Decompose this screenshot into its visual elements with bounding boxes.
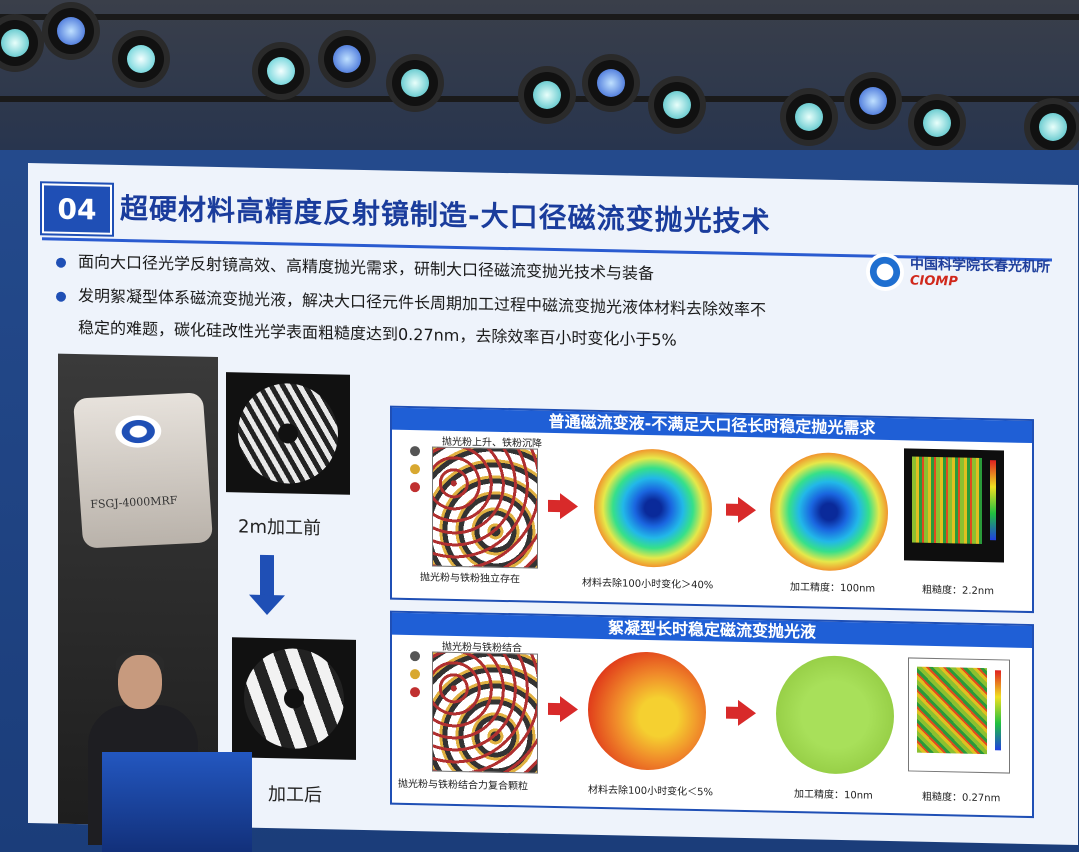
panel-flocculent-fluid: 絮凝型长时稳定磁流变抛光液 抛光粉与铁粉结合 抛光粉与铁粉结合力复合颗粒 材料去… bbox=[390, 610, 1034, 819]
surface-map-before bbox=[594, 447, 712, 569]
ciomp-logo-icon bbox=[866, 252, 904, 292]
stage-light bbox=[850, 78, 896, 124]
legend-dot bbox=[410, 446, 420, 457]
legend-dot bbox=[410, 651, 420, 662]
stage-light bbox=[258, 48, 304, 94]
bullet-dot-icon bbox=[56, 257, 66, 268]
stage-light bbox=[118, 36, 164, 82]
stage-light bbox=[786, 94, 832, 140]
stage-light bbox=[392, 60, 438, 106]
machine-logo-icon bbox=[114, 414, 163, 449]
panel-ordinary-fluid: 普通磁流变液-不满足大口径长时稳定抛光需求 抛光粉上升、铁粉沉降 抛光粉与铁粉独… bbox=[390, 405, 1034, 614]
bullet-text: 面向大口径光学反射镜高效、高精度抛光需求，研制大口径磁流变抛光技术与装备 bbox=[78, 252, 655, 284]
legend-dot bbox=[410, 669, 420, 680]
bullet-text: 发明絮凝型体系磁流变抛光液，解决大口径元件长周期加工过程中磁流变抛光液体材料去除… bbox=[78, 286, 767, 320]
mrf-machine: FSGJ-4000MRF bbox=[72, 392, 214, 549]
color-scale-bar bbox=[995, 670, 1001, 751]
logo-en-text: CIOMP bbox=[910, 273, 958, 290]
arrow-right-icon bbox=[738, 699, 756, 727]
roughness-texture bbox=[912, 456, 982, 544]
surface-map-after bbox=[776, 654, 894, 776]
stage-light bbox=[0, 20, 38, 66]
stage-light bbox=[914, 100, 960, 146]
removal-change: 材料去除100小时变化＜5% bbox=[588, 784, 713, 799]
particle-diagram bbox=[432, 446, 538, 569]
stage-light bbox=[654, 82, 700, 128]
legend-dot bbox=[410, 464, 420, 475]
stage-light bbox=[324, 36, 370, 82]
roughness-map bbox=[908, 657, 1010, 774]
machine-model-text: FSGJ-4000MRF bbox=[89, 493, 178, 512]
arrow-right-icon bbox=[560, 493, 578, 520]
speaker-head bbox=[118, 655, 162, 709]
accuracy-value: 加工精度：10nm bbox=[794, 789, 873, 802]
bullet-2: 发明絮凝型体系磁流变抛光液，解决大口径元件长周期加工过程中磁流变抛光液体材料去除… bbox=[56, 282, 766, 321]
bullet-1: 面向大口径光学反射镜高效、高精度抛光需求，研制大口径磁流变抛光技术与装备 bbox=[56, 248, 654, 285]
surface-map-before bbox=[588, 650, 706, 772]
interferogram-before bbox=[226, 372, 350, 495]
before-label: 2m加工前 bbox=[238, 516, 321, 540]
note-bottom: 抛光粉与铁粉结合力复合颗粒 bbox=[398, 778, 528, 793]
roughness-value: 粗糙度：0.27nm bbox=[922, 791, 1001, 805]
roughness-texture bbox=[917, 666, 987, 755]
legend-dot bbox=[410, 482, 420, 493]
bullet-2-continued: 稳定的难题，碳化硅改性光学表面粗糙度达到0.27nm，去除效率百小时变化小于5% bbox=[78, 318, 677, 350]
legend-dot bbox=[410, 687, 420, 698]
down-arrow-icon bbox=[260, 554, 274, 600]
center-hole bbox=[284, 688, 304, 709]
slide-title: 超硬材料高精度反射镜制造-大口径磁流变抛光技术 bbox=[120, 191, 771, 239]
arrow-right-icon bbox=[738, 496, 756, 524]
stage-light bbox=[48, 8, 94, 54]
after-label: 加工后 bbox=[268, 784, 322, 807]
center-hole bbox=[278, 423, 298, 444]
podium bbox=[102, 752, 252, 852]
color-scale-bar bbox=[990, 460, 996, 541]
roughness-map bbox=[904, 448, 1004, 563]
bullet-dot-icon bbox=[56, 291, 66, 302]
arrow-right-icon bbox=[560, 696, 578, 723]
particle-diagram bbox=[432, 651, 538, 774]
section-number: 04 bbox=[42, 183, 112, 235]
accuracy-value: 加工精度：100nm bbox=[790, 581, 876, 595]
note-bottom: 抛光粉与铁粉独立存在 bbox=[420, 572, 520, 586]
roughness-value: 粗糙度：2.2nm bbox=[922, 584, 994, 598]
stage-light bbox=[1030, 104, 1076, 150]
removal-change: 材料去除100小时变化＞40% bbox=[582, 577, 714, 592]
institute-logo: 中国科学院长春光机所 CIOMP bbox=[866, 251, 1076, 301]
stage-light bbox=[524, 72, 570, 118]
surface-map-after bbox=[770, 451, 888, 573]
interferogram-after bbox=[232, 637, 356, 760]
stage-light bbox=[588, 60, 634, 106]
truss-bar bbox=[0, 14, 1079, 20]
